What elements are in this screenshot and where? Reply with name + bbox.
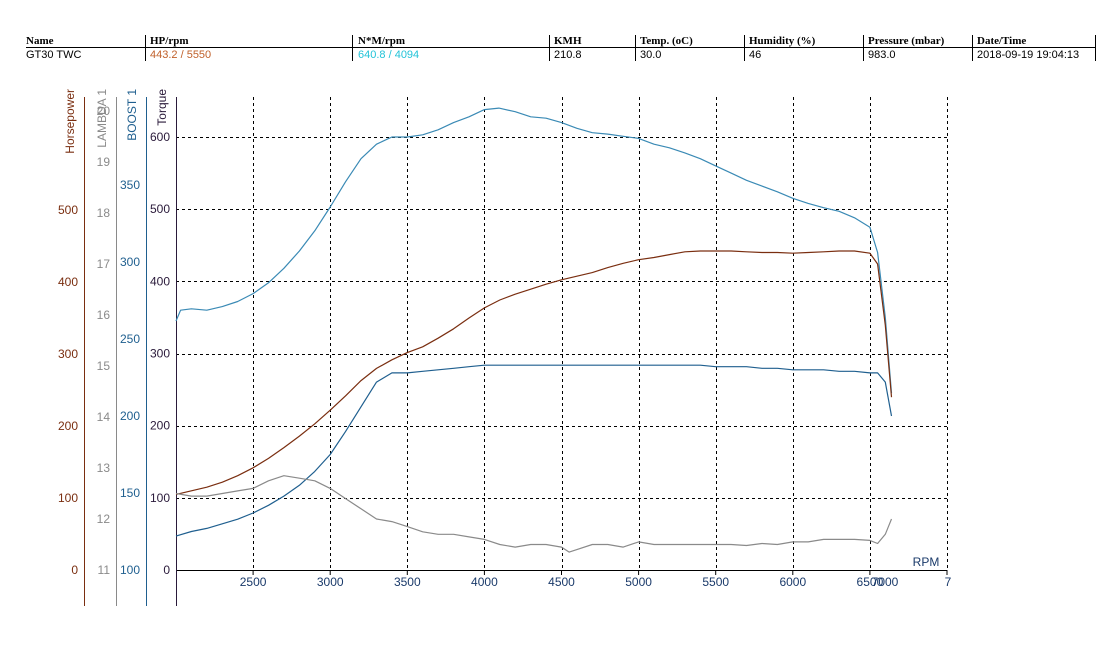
y-tick-label-1-12: 12 [97,512,111,526]
y-tick-label-3-0: 0 [163,563,170,577]
y-axis-title-3: Torque [155,89,169,126]
y-axis-title-0: Horsepower [63,89,77,154]
y-axis-title-1: LAMBDA 1 [95,89,109,148]
x-axis-label: RPM [913,555,940,569]
header-hp: HP/rpm [150,35,189,47]
header-pressure: Pressure (mbar) [868,35,945,47]
series-line-3 [175,475,893,553]
y-tick-label-1-17: 17 [97,257,111,271]
y-tick-label-1-18: 18 [97,206,111,220]
value-torque: 640.8 / 4094 [358,49,420,61]
y-tick-label-1-14: 14 [97,410,111,424]
header-name: Name [26,35,54,47]
value-temp: 30.0 [640,49,662,61]
value-pressure: 983.0 [868,49,896,61]
x-tick-label-1: 3000 [317,575,344,589]
header-humidity: Humidity (%) [749,35,816,47]
series-line-0 [175,107,893,394]
x-tick-label-3: 4000 [471,575,498,589]
y-tick-label-2-350: 350 [120,178,140,192]
header-temp: Temp. (oC) [640,35,693,47]
header-torque: N*M/rpm [358,35,406,47]
y-tick-label-1-13: 13 [97,461,111,475]
y-tick-label-0-0: 0 [71,563,78,577]
y-tick-label-3-500: 500 [150,202,170,216]
y-tick-label-1-20: 20 [97,104,111,118]
y-tick-label-0-100: 100 [58,491,78,505]
y-tick-label-2-250: 250 [120,332,140,346]
value-hp: 443.2 / 5550 [150,49,212,61]
value-kmh: 210.8 [554,49,582,61]
info-table-lines [26,35,1096,61]
x-tick-label-0: 2500 [240,575,267,589]
x-tick-label-10: 7 [945,575,952,589]
x-tick-label-6: 5500 [702,575,729,589]
x-tick-label-2: 3500 [394,575,421,589]
header-kmh: KMH [554,35,582,47]
series-line-2 [175,364,893,537]
y-tick-label-3-200: 200 [150,419,170,433]
y-tick-label-3-400: 400 [150,274,170,288]
y-tick-label-0-200: 200 [58,419,78,433]
y-tick-label-2-200: 200 [120,409,140,423]
y-tick-label-1-11: 11 [98,563,111,577]
header-datetime: Date/Time [977,35,1027,47]
x-tick-label-4: 4500 [548,575,575,589]
y-tick-label-0-400: 400 [58,275,78,289]
y-tick-label-2-150: 150 [120,486,140,500]
info-table: Name HP/rpm N*M/rpm KMH Temp. (oC) Humid… [0,0,1119,70]
y-tick-label-3-100: 100 [150,491,170,505]
y-tick-label-2-300: 300 [120,255,140,269]
x-tick-label-7: 6000 [779,575,806,589]
value-humidity: 46 [749,49,762,61]
x-tick-label-8: 6500 [857,575,884,589]
y-tick-label-3-300: 300 [150,347,170,361]
series-line-1 [175,250,893,495]
y-tick-label-0-300: 300 [58,347,78,361]
y-tick-label-3-600: 600 [150,130,170,144]
x-tick-label-9: 7000 [872,575,899,589]
y-tick-label-1-15: 15 [97,359,111,373]
y-tick-label-2-100: 100 [120,563,140,577]
y-tick-label-1-19: 19 [97,155,111,169]
value-datetime: 2018-09-19 19:04:13 [977,49,1080,61]
x-tick-label-5: 5000 [625,575,652,589]
value-name: GT30 TWC [26,49,82,61]
y-tick-label-1-16: 16 [97,308,111,322]
y-axis-title-2: BOOST 1 [125,89,139,141]
y-tick-label-0-500: 500 [58,203,78,217]
